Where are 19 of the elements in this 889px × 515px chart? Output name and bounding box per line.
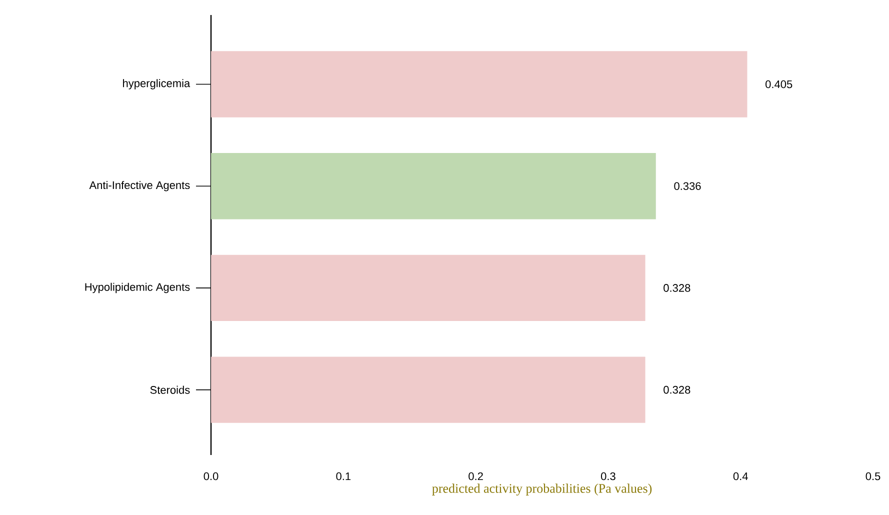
bar: [211, 51, 748, 118]
data-label: 0.328: [664, 386, 690, 394]
data-label: 0.405: [766, 80, 792, 88]
x-tick-label: 0.3: [601, 472, 616, 480]
data-label: 0.328: [664, 284, 690, 292]
x-tick-label: 0.5: [866, 472, 880, 480]
y-tick-label: Steroids: [150, 386, 190, 394]
data-label: 0.336: [674, 182, 701, 190]
bar: [211, 153, 656, 220]
x-axis-title: predicted activity probabilities (Pa values): [432, 484, 652, 496]
x-tick-label: 0.4: [733, 472, 748, 480]
y-tick-label: Hypolipidemic Agents: [85, 282, 190, 294]
x-tick-label: 0.2: [468, 472, 483, 480]
bar: [211, 356, 646, 423]
x-tick-label: 0.1: [336, 472, 351, 480]
y-tick-label: Anti-Infective Agents: [89, 180, 190, 192]
x-tick-label: 0.0: [204, 472, 218, 480]
y-tick-label: hyperglicemia: [123, 79, 190, 90]
bar: [211, 254, 646, 322]
